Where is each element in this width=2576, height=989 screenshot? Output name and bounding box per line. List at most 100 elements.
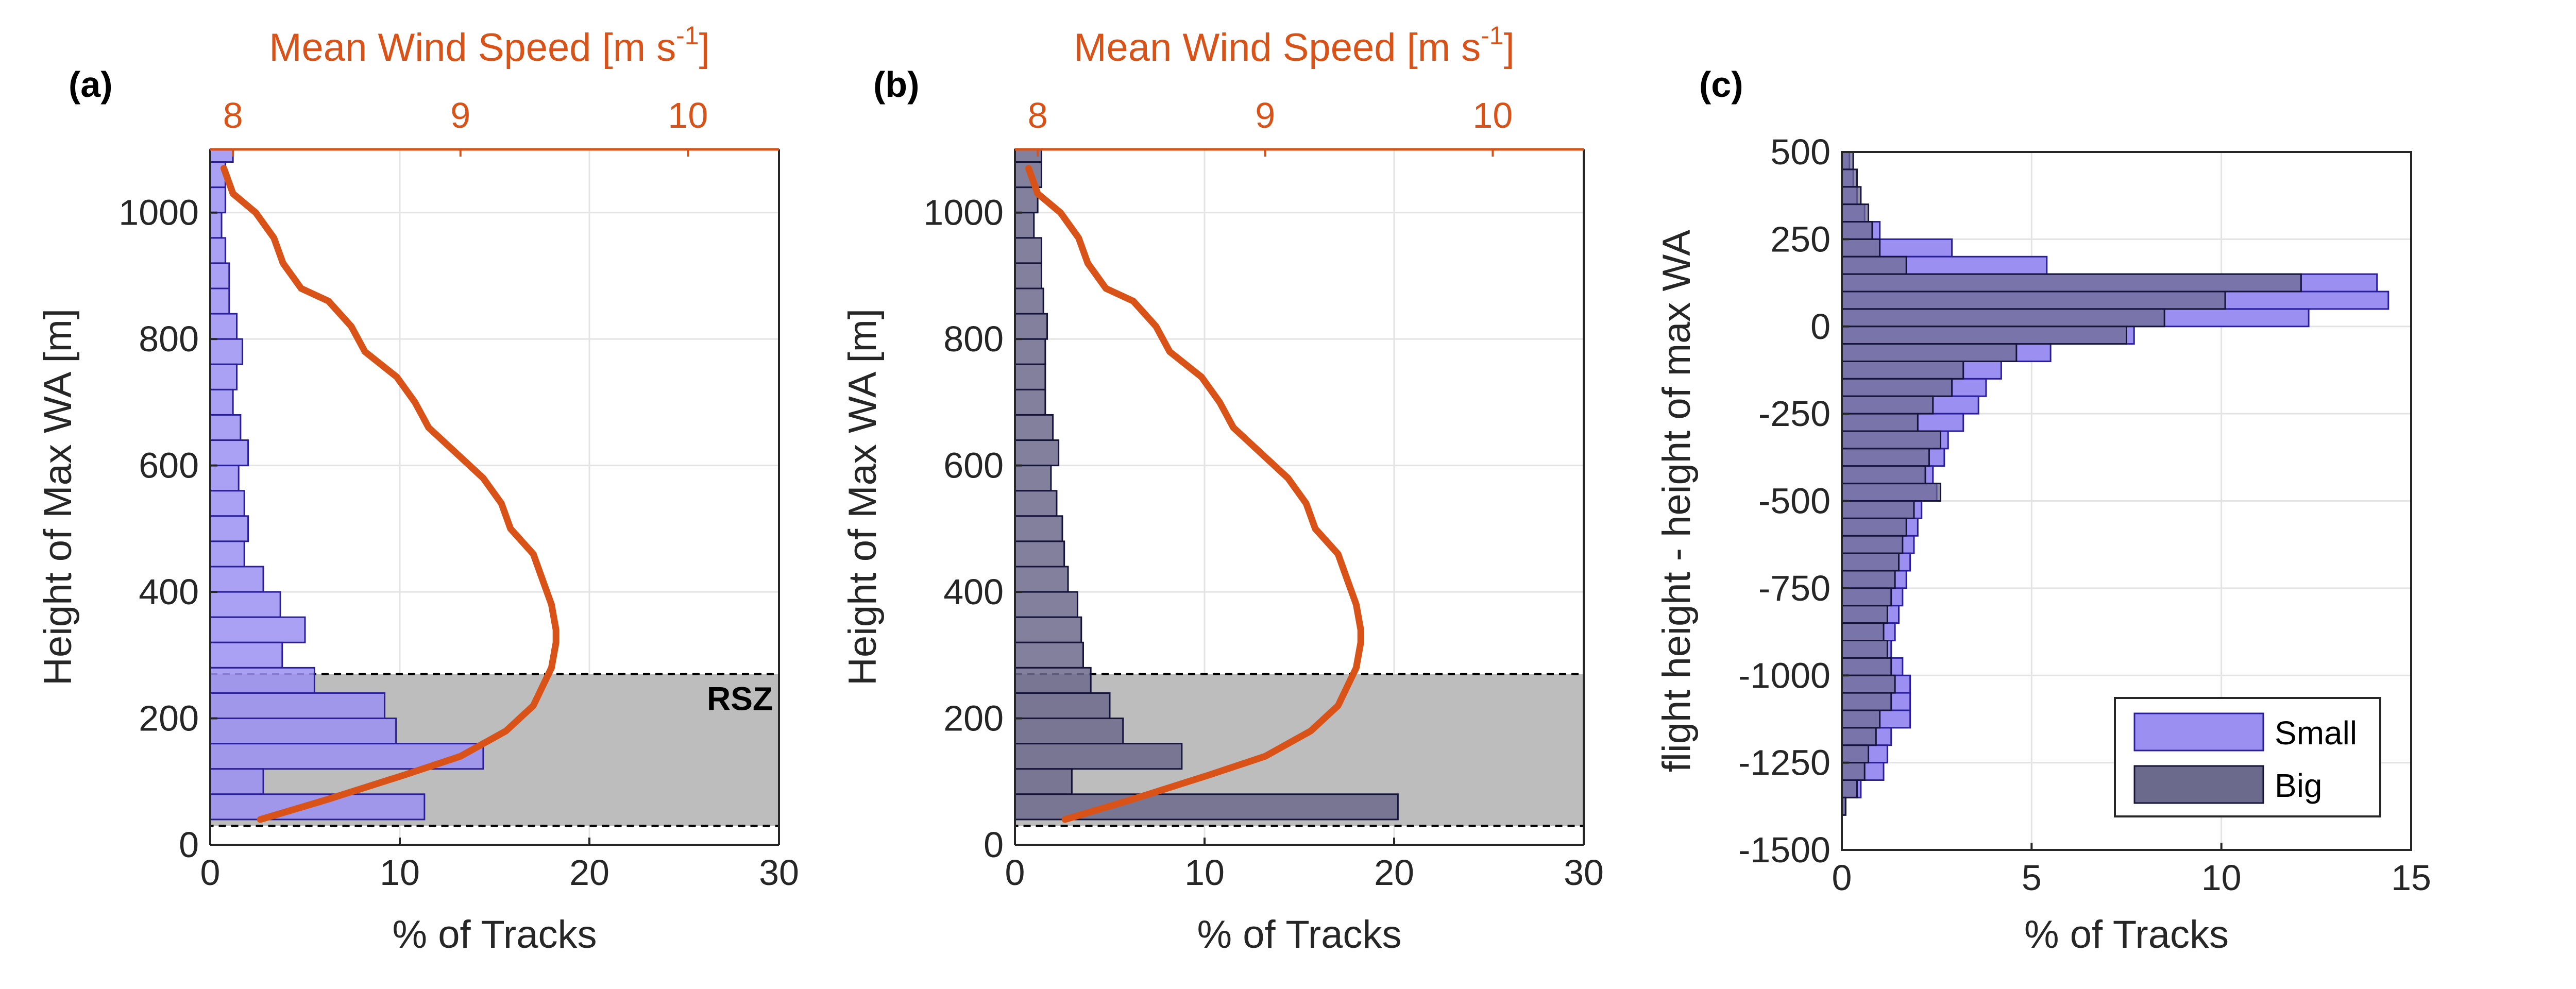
x-tick-label: 5 [2022, 858, 2042, 898]
bar-big [1014, 212, 1035, 239]
bar-small [209, 490, 245, 517]
x-axis-label: % of Tracks [1197, 913, 1402, 957]
bar-big [1841, 221, 1873, 240]
bar-big [1014, 515, 1063, 542]
y-tick-label: -1500 [1738, 830, 1831, 870]
x-axis-label: % of Tracks [2024, 913, 2229, 957]
y-tick-label: 600 [139, 446, 199, 486]
bar-big [1841, 343, 2018, 362]
bar-small [209, 439, 249, 467]
bar-big [1014, 743, 1183, 770]
y-tick-label: 500 [1770, 132, 1831, 172]
wind-axis-label-close: ] [699, 26, 710, 70]
bar-big [1014, 692, 1111, 720]
y-tick-label: -750 [1758, 568, 1831, 608]
bar-big [1014, 237, 1043, 264]
wind-tick-label: 8 [223, 95, 243, 135]
bar-big [1841, 762, 1866, 781]
bar-big [1014, 641, 1084, 669]
bar-big [1841, 395, 1934, 415]
x-tick-label: 30 [1564, 852, 1604, 893]
bar-big [1841, 413, 1919, 432]
panel-a-height-small: RSZ 0 10 20 30 0 200 400 600 800 1000 8 9 10 % of Trac… [36, 21, 799, 957]
bar-big [1841, 744, 1870, 764]
bar-small [209, 363, 238, 390]
bar-big [1841, 640, 1888, 659]
bar-big [1841, 587, 1892, 607]
bar-big [1014, 338, 1046, 365]
y-tick-label: 400 [139, 572, 199, 612]
bar-big [1014, 591, 1078, 618]
bar-small [209, 692, 386, 720]
y-tick-label: 250 [1770, 219, 1831, 259]
wind-tick-label: 10 [668, 95, 708, 135]
bar-big [1841, 535, 1904, 554]
bar-big [1014, 667, 1092, 694]
wind-speed-line [1025, 165, 1364, 823]
bar-big [1841, 570, 1896, 589]
y-axis-label: Height of Max WA [m] [841, 309, 885, 686]
panel-label: (b) [873, 64, 919, 105]
bar-big [1841, 378, 1953, 397]
bar-big [1841, 727, 1877, 746]
wind-axis-label-exponent: -1 [676, 21, 699, 50]
y-tick-label: 0 [984, 825, 1004, 865]
y-axis-label: Height of Max WA [m] [36, 309, 80, 686]
bar-big [1014, 490, 1058, 517]
bar-small [209, 515, 249, 542]
wind-tick-label: 10 [1472, 95, 1513, 135]
wind-tick-label: 8 [1028, 95, 1048, 135]
bar-small [209, 414, 242, 441]
bar-big [1014, 616, 1082, 643]
wind-axis-label-close: ] [1504, 26, 1515, 70]
x-tick-label: 10 [2201, 858, 2242, 898]
bar-small [209, 667, 315, 694]
y-tick-label: 200 [943, 698, 1004, 739]
bar-big [1841, 465, 1926, 485]
x-tick-label: 30 [759, 852, 799, 893]
bar-small [209, 338, 244, 365]
y-tick-label: 600 [943, 446, 1004, 486]
bar-big [1014, 363, 1046, 390]
y-tick-label: 800 [139, 319, 199, 359]
wind-tick-label: 9 [450, 95, 470, 135]
y-tick-label: 0 [1810, 306, 1831, 347]
y-axis-label: flight height - height of max WA [1655, 230, 1699, 773]
bar-big [1841, 692, 1892, 711]
wind-speed-line [221, 165, 560, 823]
y-tick-label: -500 [1758, 481, 1831, 521]
bar-small [209, 616, 306, 643]
bar-small [209, 591, 281, 618]
bar-big [1841, 622, 1885, 641]
bar-big [1841, 238, 1881, 258]
bar-big [1014, 566, 1069, 593]
legend-swatch-big [2133, 765, 2264, 804]
y-tick-label: 1000 [923, 193, 1004, 233]
x-tick-label: 0 [1832, 858, 1852, 898]
bar-big [1841, 291, 2226, 310]
rsz-label: RSZ [707, 680, 773, 718]
bar-big [1841, 203, 1870, 223]
bar-big [1841, 151, 1854, 170]
bar-big [1841, 308, 2165, 328]
x-tick-label: 20 [569, 852, 609, 893]
bar-big [1841, 430, 1942, 450]
bar-small [209, 641, 283, 669]
x-tick-label: 10 [1184, 852, 1225, 893]
wind-axis-label-main: Mean Wind Speed [m s [1074, 26, 1481, 70]
bar-small [209, 287, 230, 315]
bar-big [1014, 718, 1124, 745]
wind-axis-label-main: Mean Wind Speed [m s [269, 26, 676, 70]
y-tick-label: 400 [943, 572, 1004, 612]
wind-axis-label: Mean Wind Speed [m s-1] [269, 21, 710, 70]
bar-big [1841, 605, 1888, 624]
bar-big [1841, 255, 1907, 275]
bar-big [1014, 439, 1060, 467]
y-tick-label: 1000 [118, 193, 199, 233]
x-tick-label: 10 [380, 852, 420, 893]
panel-label: (a) [69, 64, 113, 105]
bar-small [209, 540, 245, 568]
y-tick-label: -250 [1758, 394, 1831, 434]
bar-big [1841, 779, 1858, 798]
